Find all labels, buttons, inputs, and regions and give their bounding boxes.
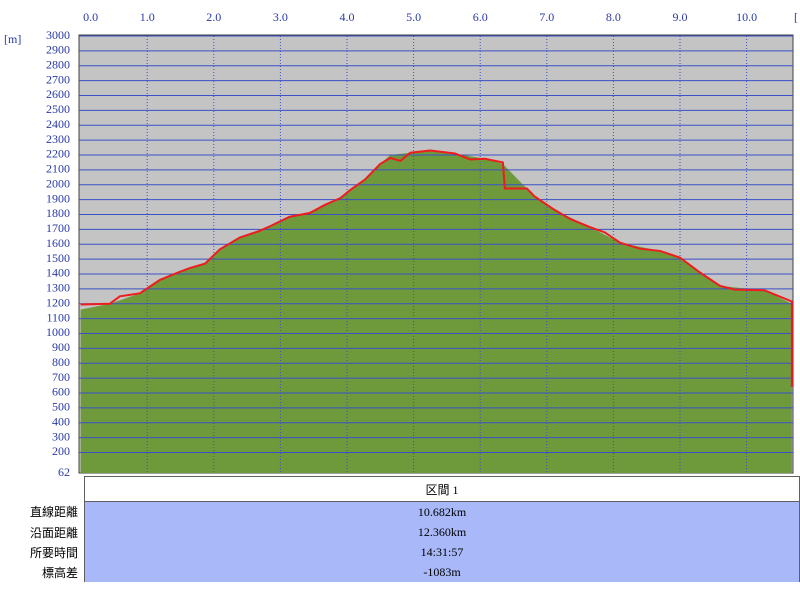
row-value: 12.360km — [84, 522, 800, 542]
y-axis-label: [m] — [4, 32, 21, 46]
y-tick-label: 1500 — [46, 251, 70, 265]
y-tick-label: 2200 — [46, 147, 70, 161]
x-tick-label: 10.0 — [736, 10, 757, 24]
y-tick-label: 900 — [52, 340, 70, 354]
x-axis-label: [ — [794, 10, 798, 24]
y-tick-label: 2100 — [46, 162, 70, 176]
y-tick-label: 3000 — [46, 28, 70, 42]
table-body: 区間 1 直線距離 10.682km 沿面距離 12.360km 所要時間 14:31:5… — [0, 476, 800, 582]
y-tick-label: 1400 — [46, 266, 70, 280]
y-tick-label: 1700 — [46, 221, 70, 235]
y-tick-label: 2900 — [46, 43, 70, 57]
y-tick-label: 2500 — [46, 102, 70, 116]
table-header: 区間 1 — [84, 476, 800, 502]
row-value: -1083m — [84, 562, 800, 582]
y-tick-label: 1000 — [46, 325, 70, 339]
y-tick-label: 2000 — [46, 176, 70, 190]
row-label: 沿面距離 — [0, 522, 85, 542]
row-value: 14:31:57 — [84, 542, 800, 562]
x-tick-label: 2.0 — [206, 10, 221, 24]
y-tick-label: 1900 — [46, 191, 70, 205]
y-tick-label: 600 — [52, 385, 70, 399]
x-tick-label: 6.0 — [473, 10, 488, 24]
table-row: 直線距離 10.682km — [0, 501, 800, 522]
row-label: 直線距離 — [0, 501, 85, 522]
y-tick-label: 1300 — [46, 281, 70, 295]
x-tick-label: 9.0 — [673, 10, 688, 24]
x-tick-label: 3.0 — [273, 10, 288, 24]
row-label: 標高差 — [0, 562, 85, 582]
row-label: 所要時間 — [0, 542, 85, 562]
x-tick-label: 5.0 — [406, 10, 421, 24]
x-tick-label: 0.0 — [83, 10, 98, 24]
y-tick-label: 2800 — [46, 57, 70, 71]
y-tick-label: 2300 — [46, 132, 70, 146]
x-tick-label: 1.0 — [140, 10, 155, 24]
y-tick-label: 2400 — [46, 117, 70, 131]
y-tick-label: 2600 — [46, 87, 70, 101]
track-line — [80, 149, 793, 388]
table-row: 標高差 -1083m — [0, 562, 800, 582]
chart: [m] [ 62 20030040050060070080090010001100… — [4, 10, 798, 476]
y-tick-label: 700 — [52, 370, 70, 384]
x-tick-label: 4.0 — [340, 10, 355, 24]
summary-table: 区間 1 直線距離 10.682km 沿面距離 12.360km 所要時間 14:31:5… — [0, 476, 800, 582]
y-tick-label: 500 — [52, 400, 70, 414]
y-tick-label: 200 — [52, 444, 70, 458]
spacer — [0, 476, 85, 502]
y-tick-label: 2700 — [46, 72, 70, 86]
y-tick-label: 62 — [58, 465, 70, 476]
x-tick-label: 7.0 — [539, 10, 554, 24]
table-row: 所要時間 14:31:57 — [0, 542, 800, 562]
y-tick-label: 400 — [52, 414, 70, 428]
y-tick-label: 1200 — [46, 295, 70, 309]
y-tick-label: 800 — [52, 355, 70, 369]
y-tick-label: 1100 — [46, 310, 70, 324]
table-row: 沿面距離 12.360km — [0, 522, 800, 542]
y-tick-label: 1600 — [46, 236, 70, 250]
x-tick-label: 8.0 — [606, 10, 621, 24]
y-tick-label: 1800 — [46, 206, 70, 220]
y-tick-label: 300 — [52, 429, 70, 443]
table-header-row: 区間 1 — [0, 476, 800, 502]
row-value: 10.682km — [84, 501, 800, 522]
